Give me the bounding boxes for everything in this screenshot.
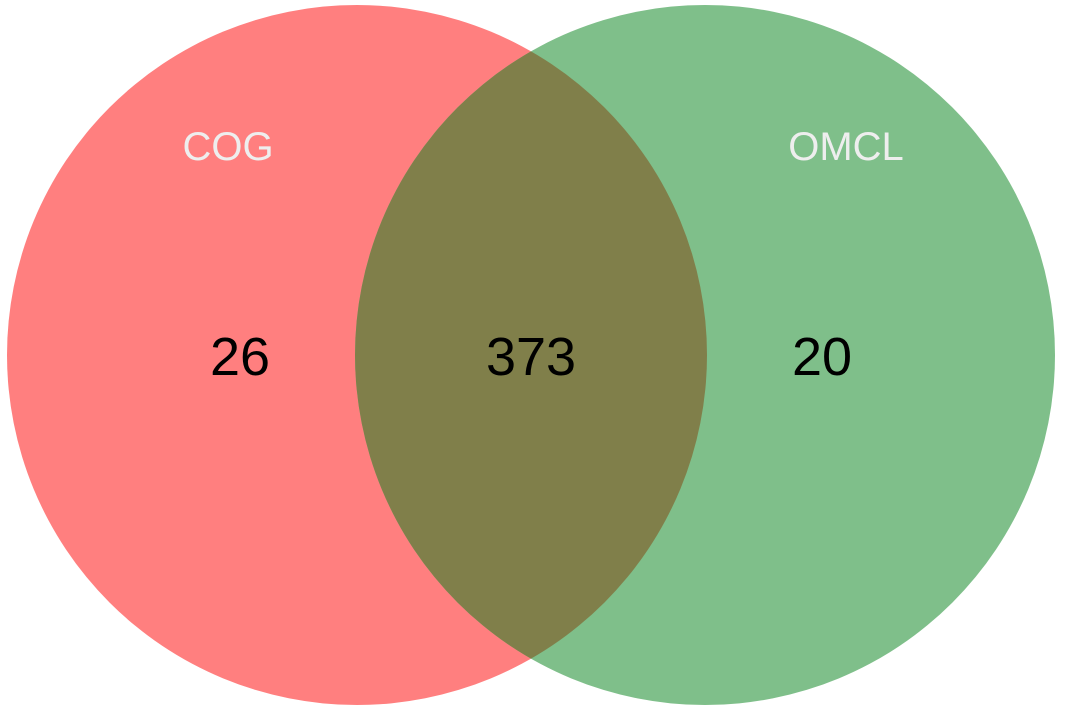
omcl-only-count: 20 (792, 327, 852, 387)
omcl-set-label: OMCL (788, 125, 904, 169)
cog-set-label: COG (182, 125, 273, 169)
cog-only-count: 26 (210, 327, 270, 387)
intersection-count: 373 (486, 327, 576, 387)
intersection-region (355, 5, 707, 705)
